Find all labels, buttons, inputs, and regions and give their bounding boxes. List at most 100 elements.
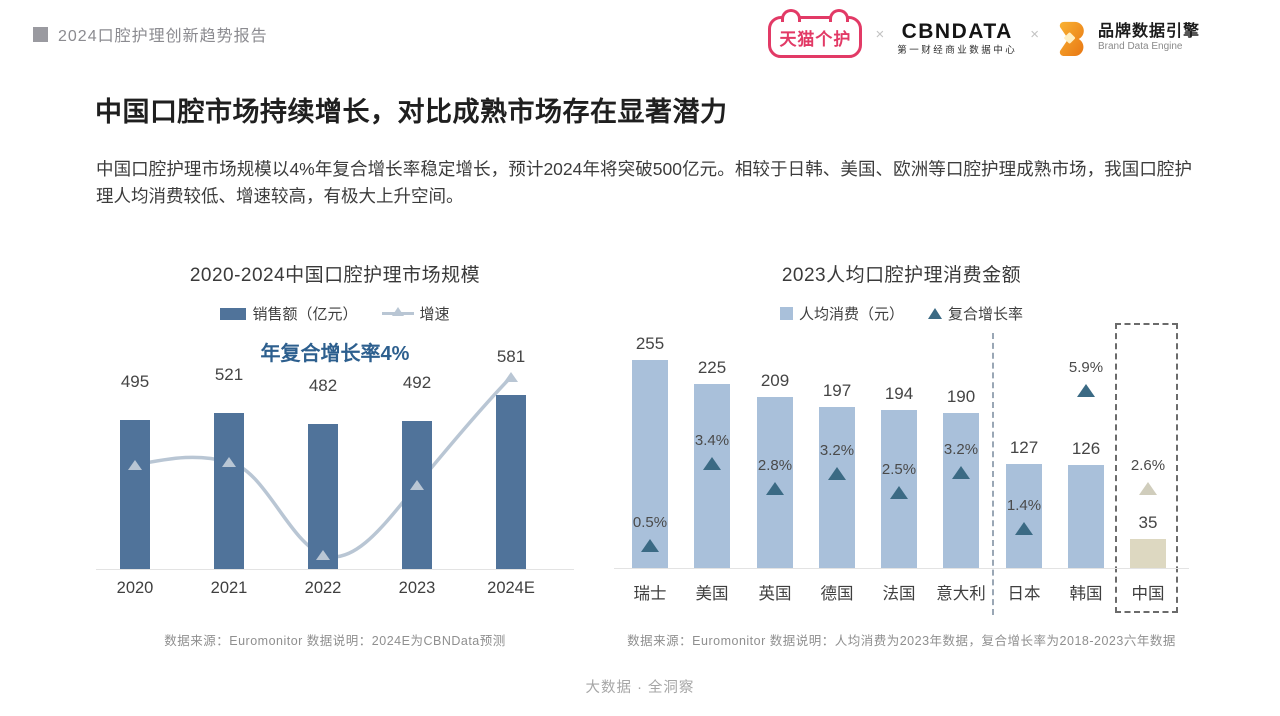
- data-source-note: 数据来源：Euromonitor 数据说明：2024E为CBNData预测: [164, 634, 506, 648]
- intro-paragraph: 中国口腔护理市场规模以4%年复合增长率稳定增长，预计2024年将突破500亿元。…: [96, 159, 1192, 207]
- legend-swatch-icon: [779, 307, 793, 320]
- bde-logo-icon: [1059, 21, 1084, 57]
- bar: [943, 413, 979, 568]
- cagr-label: 3.2%: [943, 441, 979, 458]
- chart-legend: 人均消费（元） 复合增长率: [618, 303, 1185, 324]
- legend-label: 增速: [419, 306, 450, 323]
- x-axis-label: 美国: [695, 585, 729, 603]
- legend-label: 销售额（亿元）: [252, 306, 358, 323]
- bar-value-label: 495: [120, 372, 150, 391]
- brand-data-engine-logo: 品牌数据引擎 Brand Data Engine: [1052, 19, 1200, 57]
- x-axis-label: 中国: [1131, 585, 1165, 603]
- cagr-marker: [1139, 482, 1157, 495]
- bar: [496, 395, 526, 569]
- cagr-marker: [890, 486, 908, 499]
- bar-value-label: 521: [214, 365, 244, 384]
- cagr-label: 3.4%: [694, 432, 730, 449]
- x-axis-label: 德国: [820, 585, 854, 603]
- market-size-chart: 2020-2024中国口腔护理市场规模 销售额（亿元） 增速 年复合增长率4% …: [96, 255, 574, 655]
- cat-ear-icon: [781, 9, 802, 22]
- x-separator: ×: [1030, 25, 1039, 43]
- cagr-marker: [1077, 384, 1095, 397]
- bar-value-label: 492: [402, 373, 432, 392]
- bar: [632, 360, 668, 568]
- bar: [120, 420, 150, 569]
- bar-value-label: 190: [946, 387, 976, 406]
- x-axis-label: 瑞士: [633, 585, 667, 603]
- region-separator-line: [992, 333, 994, 615]
- cagr-marker: [828, 467, 846, 480]
- cagr-label: 2.8%: [757, 457, 793, 474]
- cbndata-logo-text: CBNDATA: [901, 19, 1013, 43]
- bar: [308, 424, 338, 569]
- bar-value-label: 35: [1138, 513, 1158, 532]
- cbndata-subtitle: 第一财经商业数据中心: [897, 44, 1018, 56]
- tmall-logo-text: 天猫个护: [779, 24, 852, 50]
- cagr-marker: [703, 457, 721, 470]
- bar-value-label: 127: [1009, 438, 1039, 457]
- legend-item-growth: 增速: [381, 303, 450, 324]
- bar-value-label: 581: [496, 347, 526, 366]
- data-source-note: 数据来源：Euromonitor 数据说明：人均消费为2023年数据，复合增长率…: [627, 634, 1176, 648]
- cagr-marker: [641, 539, 659, 552]
- legend-item-cagr: 复合增长率: [928, 303, 1023, 324]
- tmall-cat-logo: 天猫个护: [768, 9, 863, 58]
- bar: [694, 384, 730, 568]
- per-capita-plot: 255 0.5% 瑞士 225 3.4% 美国 209 2.8% 英国 197 3.2% 德国 194 2…: [614, 323, 1189, 615]
- x-axis-label: 日本: [1007, 585, 1041, 603]
- bar-value-label: 197: [822, 381, 852, 400]
- bar: [819, 407, 855, 568]
- growth-line-marker: [410, 480, 424, 490]
- growth-line-marker: [316, 550, 330, 560]
- bar: [1006, 464, 1042, 568]
- legend-triangle-icon: [928, 308, 942, 319]
- bar: [214, 413, 244, 569]
- bar-value-label: 209: [760, 371, 790, 390]
- x-axis-label: 英国: [758, 585, 792, 603]
- bar-value-label: 194: [884, 384, 914, 403]
- cbndata-logo: CBNDATA 第一财经商业数据中心: [897, 20, 1017, 57]
- bar-value-label: 225: [697, 358, 727, 377]
- growth-line-marker: [128, 460, 142, 470]
- x-axis-label: 2021: [210, 579, 248, 597]
- cagr-label: 2.6%: [1130, 457, 1166, 474]
- x-axis-label: 意大利: [936, 585, 986, 603]
- bar-value-label: 255: [635, 334, 665, 353]
- growth-line-marker: [504, 372, 518, 382]
- bde-subtitle: Brand Data Engine: [1097, 41, 1183, 53]
- brand-logos: 天猫个护 × CBNDATA 第一财经商业数据中心 × 品牌数据引擎 Brand…: [768, 9, 1200, 58]
- cagr-label: 2.5%: [881, 461, 917, 478]
- bar-value-label: 482: [308, 376, 338, 395]
- cagr-label: 5.9%: [1068, 359, 1104, 376]
- x-axis-label: 2022: [304, 579, 342, 597]
- cat-ear-icon: [829, 9, 850, 22]
- legend-label: 复合增长率: [948, 306, 1024, 323]
- growth-line-marker: [222, 457, 236, 467]
- bar: [402, 421, 432, 569]
- legend-swatch-icon: [220, 307, 247, 320]
- cagr-label: 1.4%: [1006, 497, 1042, 514]
- bar: [1068, 465, 1104, 568]
- x-axis-label: 2023: [398, 579, 436, 597]
- chart-legend: 销售额（亿元） 增速: [100, 303, 570, 324]
- cagr-marker: [766, 482, 784, 495]
- market-size-plot: 495 2020 521 2021 482 2022 492 2023 581 2024E: [96, 347, 574, 597]
- header-square-icon: [33, 26, 48, 42]
- cagr-marker: [1015, 522, 1033, 535]
- cagr-label: 0.5%: [632, 514, 668, 531]
- bar-value-label: 126: [1071, 439, 1101, 458]
- report-header: 2024口腔护理创新趋势报告: [33, 22, 268, 46]
- cagr-marker: [952, 466, 970, 479]
- chart-title: 2023人均口腔护理消费金额: [781, 265, 1022, 286]
- legend-item-sales: 销售额（亿元）: [220, 303, 358, 324]
- x-axis-label: 2020: [116, 579, 154, 597]
- legend-label: 人均消费（元）: [798, 306, 904, 323]
- legend-line-icon: [381, 307, 414, 316]
- report-title: 2024口腔护理创新趋势报告: [58, 28, 268, 45]
- x-axis-label: 法国: [882, 585, 916, 603]
- slide-footer: 大数据 · 全洞察: [585, 680, 695, 696]
- chart-title: 2020-2024中国口腔护理市场规模: [189, 265, 481, 286]
- china-highlight-box: [1115, 323, 1178, 613]
- per-capita-chart: 2023人均口腔护理消费金额 人均消费（元） 复合增长率 255 0.5% 瑞士 22…: [614, 255, 1189, 655]
- cagr-annotation: 年复合增长率4%: [260, 343, 410, 365]
